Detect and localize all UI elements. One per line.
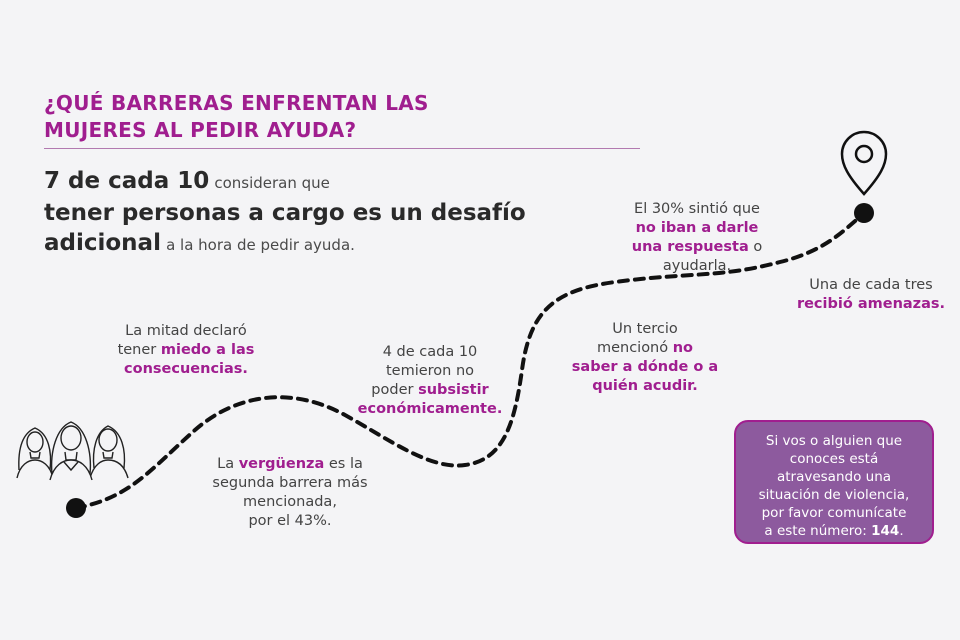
note-acudir-pre: mencionó (596, 340, 669, 356)
path-end-dot (854, 203, 874, 223)
note-acudir: Un tercio mencionó no saber a dónde o a … (560, 320, 730, 396)
callout-line-3: atravesando una (776, 469, 892, 485)
note-acudir-highlight-1: no (672, 340, 694, 356)
headline-stat: 7 de cada 10 (44, 168, 210, 194)
note-miedo-highlight-1: miedo a las (160, 342, 255, 358)
note-respuesta-line-1: El 30% sintió que (634, 201, 760, 217)
headline-tail: a la hora de pedir ayuda. (166, 236, 355, 254)
note-subsistir-pre: poder (371, 382, 414, 398)
callout-period: . (899, 523, 904, 539)
note-respuesta-post: o (753, 239, 763, 255)
headline-main-2: adicional (44, 230, 161, 256)
note-verguenza-post: es la (328, 456, 363, 472)
note-respuesta-line-4: ayudarla. (662, 258, 732, 274)
note-amenazas-line-1: Una de cada tres (809, 277, 933, 293)
headline: 7 de cada 10 consideran que tener person… (44, 166, 564, 260)
note-verguenza: La vergüenza es la segunda barrera más m… (200, 455, 380, 531)
note-miedo-line-1: La mitad declaró (125, 323, 247, 339)
note-verguenza-pre: La (217, 456, 235, 472)
note-acudir-line-1: Un tercio (612, 321, 678, 337)
headline-after-stat: consideran que (214, 174, 330, 192)
page-title: ¿QUÉ BARRERAS ENFRENTAN LAS MUJERES AL P… (44, 90, 464, 144)
note-respuesta-highlight-2: una respuesta (631, 239, 749, 255)
journey-dashed-path (74, 212, 866, 510)
note-subsistir-line-1: 4 de cada 10 (382, 344, 478, 360)
location-pin-icon (840, 130, 888, 196)
note-subsistir-highlight-1: subsistir (418, 382, 489, 398)
headline-main-1: tener personas a cargo es un desafío (44, 200, 526, 226)
note-miedo-highlight-2: consecuencias. (124, 361, 248, 377)
help-phone-number[interactable]: 144 (871, 523, 900, 539)
note-verguenza-line-4: por el 43%. (248, 513, 332, 529)
help-callout: Si vos o alguien que conoces está atrave… (734, 420, 934, 544)
note-acudir-highlight-2: saber a dónde o a (571, 359, 719, 375)
title-line-2: MUJERES AL PEDIR AYUDA? (44, 118, 357, 142)
callout-line-1: Si vos o alguien que (765, 433, 903, 449)
note-miedo-line-2-pre: tener (117, 342, 157, 358)
note-respuesta-highlight-1: no iban a darle (635, 220, 759, 236)
note-acudir-highlight-3: quién acudir. (592, 378, 698, 394)
title-line-1: ¿QUÉ BARRERAS ENFRENTAN LAS (44, 91, 429, 115)
note-verguenza-line-3: mencionada, (243, 494, 337, 510)
note-subsistir-highlight-2: económicamente. (357, 401, 503, 417)
note-amenazas-highlight: recibió amenazas. (796, 296, 946, 312)
note-amenazas: Una de cada tres recibió amenazas. (790, 276, 952, 314)
note-subsistir: 4 de cada 10 temieron no poder subsistir… (345, 343, 515, 419)
callout-line-6: a este número: (764, 523, 867, 539)
note-respuesta: El 30% sintió que no iban a darle una re… (612, 200, 782, 276)
title-divider (44, 148, 640, 149)
callout-line-5: por favor comunícate (761, 505, 907, 521)
note-verguenza-line-2: segunda barrera más (212, 475, 368, 491)
note-verguenza-highlight: vergüenza (238, 456, 325, 472)
callout-line-2: conoces está (789, 451, 879, 467)
callout-line-4: situación de violencia, (758, 487, 910, 503)
path-start-dot (66, 498, 86, 518)
note-miedo: La mitad declaró tener miedo a las conse… (106, 322, 266, 379)
note-subsistir-line-2: temieron no (385, 363, 475, 379)
women-group-icon (16, 421, 129, 481)
